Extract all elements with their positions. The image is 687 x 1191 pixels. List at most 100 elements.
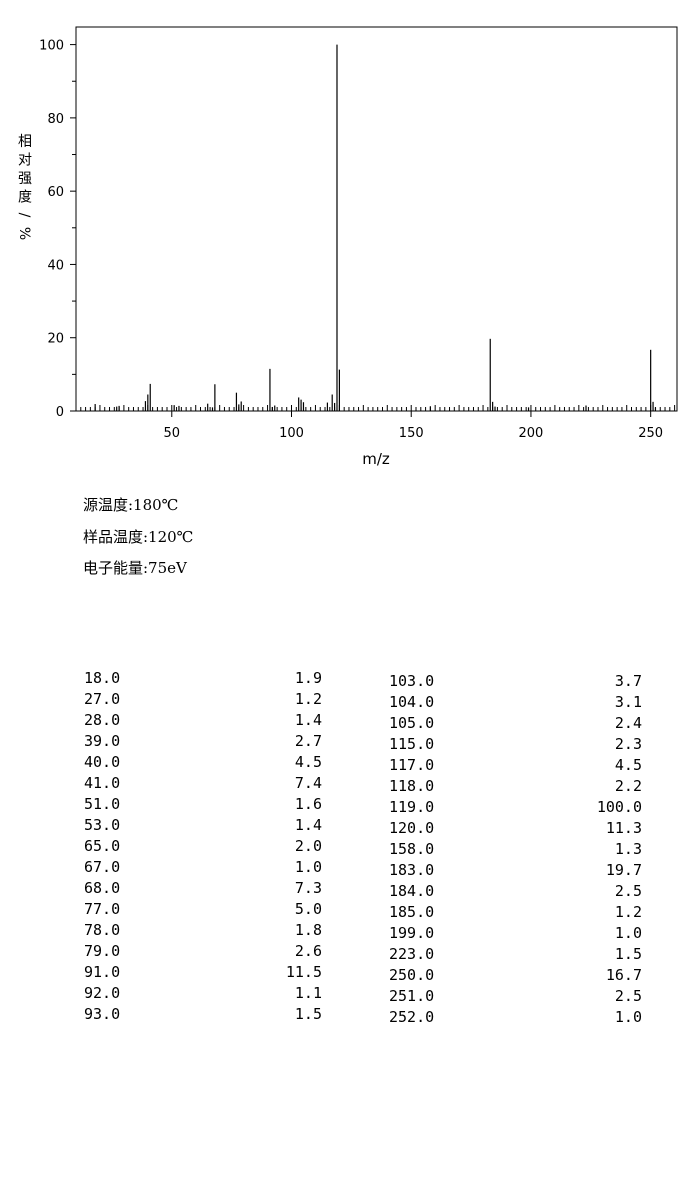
table-row: 92.0 1.1 — [84, 983, 322, 1004]
x-tick-label: 50 — [164, 426, 181, 441]
table-row: 67.0 1.0 — [84, 857, 322, 878]
y-axis-label-char: 相 — [18, 134, 32, 150]
mz-value: 120.0 — [389, 819, 435, 837]
intensity-value: 1.8 — [294, 921, 322, 939]
mz-value: 183.0 — [389, 861, 435, 879]
table-row: 40.0 4.5 — [84, 752, 322, 773]
table-row: 65.0 2.0 — [84, 836, 322, 857]
mz-value: 91.0 — [84, 963, 121, 981]
y-tick-label: 0 — [56, 405, 64, 420]
y-tick-label: 40 — [47, 258, 64, 273]
mz-value: 118.0 — [389, 777, 435, 795]
mz-value: 104.0 — [389, 693, 435, 711]
table-row: 184.0 2.5 — [389, 881, 642, 902]
intensity-value: 1.2 — [294, 690, 322, 708]
table-row: 68.0 7.3 — [84, 878, 322, 899]
mz-value: 53.0 — [84, 816, 121, 834]
mz-value: 158.0 — [389, 840, 435, 858]
table-row: 77.0 5.0 — [84, 899, 322, 920]
intensity-value: 7.3 — [294, 879, 322, 897]
intensity-value: 2.0 — [294, 837, 322, 855]
intensity-value: 11.5 — [285, 963, 322, 981]
intensity-value: 11.3 — [605, 819, 642, 837]
intensity-value: 1.4 — [294, 711, 322, 729]
x-tick-label: 250 — [638, 426, 663, 441]
x-tick-label: 100 — [279, 426, 304, 441]
y-axis-label-char: 度 — [18, 190, 32, 206]
plot-frame — [75, 26, 678, 412]
table-row: 51.0 1.6 — [84, 794, 322, 815]
spectrum-bars — [94, 44, 657, 411]
mz-value: 185.0 — [389, 903, 435, 921]
mz-value: 105.0 — [389, 714, 435, 732]
mz-value: 250.0 — [389, 966, 435, 984]
table-row: 18.0 1.9 — [84, 668, 322, 689]
mz-value: 199.0 — [389, 924, 435, 942]
intensity-value: 100.0 — [596, 798, 642, 816]
mz-value: 18.0 — [84, 669, 121, 687]
mz-value: 41.0 — [84, 774, 121, 792]
table-row: 103.0 3.7 — [389, 671, 642, 692]
intensity-value: 1.0 — [614, 1008, 642, 1026]
electron-energy: 电子能量:75eV — [83, 559, 187, 577]
table-row: 41.0 7.4 — [84, 773, 322, 794]
y-tick-label: 60 — [47, 185, 64, 200]
mz-value: 77.0 — [84, 900, 121, 918]
table-row: 199.0 1.0 — [389, 923, 642, 944]
intensity-value: 2.5 — [614, 882, 642, 900]
peak-table-left: 18.0 1.9 27.0 1.2 28.0 1.4 39.0 2.7 40.0 4.5 41.0 7… — [84, 668, 322, 1025]
mz-value: 79.0 — [84, 942, 121, 960]
intensity-value: 1.5 — [294, 1005, 322, 1023]
table-row: 250.0 16.7 — [389, 965, 642, 986]
mz-value: 117.0 — [389, 756, 435, 774]
table-row: 252.0 1.0 — [389, 1007, 642, 1028]
intensity-value: 3.7 — [614, 672, 642, 690]
mz-value: 252.0 — [389, 1008, 435, 1026]
intensity-value: 5.0 — [294, 900, 322, 918]
intensity-value: 2.7 — [294, 732, 322, 750]
table-row: 105.0 2.4 — [389, 713, 642, 734]
mz-value: 40.0 — [84, 753, 121, 771]
intensity-value: 1.1 — [294, 984, 322, 1002]
mz-value: 115.0 — [389, 735, 435, 753]
table-row: 39.0 2.7 — [84, 731, 322, 752]
intensity-value: 1.0 — [294, 858, 322, 876]
table-row: 117.0 4.5 — [389, 755, 642, 776]
intensity-value: 1.9 — [294, 669, 322, 687]
y-axis-label-char: 强 — [18, 171, 32, 187]
table-row: 78.0 1.8 — [84, 920, 322, 941]
mz-value: 92.0 — [84, 984, 121, 1002]
mz-value: 39.0 — [84, 732, 121, 750]
intensity-value: 16.7 — [605, 966, 642, 984]
mz-value: 51.0 — [84, 795, 121, 813]
intensity-value: 4.5 — [614, 756, 642, 774]
x-axis-label: m/z — [362, 450, 390, 468]
mz-value: 27.0 — [84, 690, 121, 708]
y-axis-label-char: % — [16, 227, 32, 240]
intensity-value: 19.7 — [605, 861, 642, 879]
mz-value: 28.0 — [84, 711, 121, 729]
intensity-value: 3.1 — [614, 693, 642, 711]
table-row: 79.0 2.6 — [84, 941, 322, 962]
y-tick-label: 100 — [39, 39, 64, 54]
mz-value: 223.0 — [389, 945, 435, 963]
table-row: 183.0 19.7 — [389, 860, 642, 881]
intensity-value: 2.5 — [614, 987, 642, 1005]
mz-value: 68.0 — [84, 879, 121, 897]
x-axis-ticks: 50 100 150 200 250 — [164, 411, 663, 441]
table-row: 93.0 1.5 — [84, 1004, 322, 1025]
peak-table-right: 103.0 3.7 104.0 3.1 105.0 2.4 115.0 2.3 117.0 4.5… — [389, 671, 642, 1028]
intensity-value: 2.3 — [614, 735, 642, 753]
table-row: 158.0 1.3 — [389, 839, 642, 860]
mz-value: 119.0 — [389, 798, 435, 816]
source-temperature: 源温度:180℃ — [83, 496, 179, 514]
table-row: 115.0 2.3 — [389, 734, 642, 755]
table-row: 120.0 11.3 — [389, 818, 642, 839]
sample-temperature: 样品温度:120℃ — [83, 527, 194, 546]
y-axis-ticks: 0 20 40 60 80 100 — [39, 39, 76, 420]
intensity-value: 2.4 — [614, 714, 642, 732]
table-row: 104.0 3.1 — [389, 692, 642, 713]
table-row: 119.0 100.0 — [389, 797, 642, 818]
